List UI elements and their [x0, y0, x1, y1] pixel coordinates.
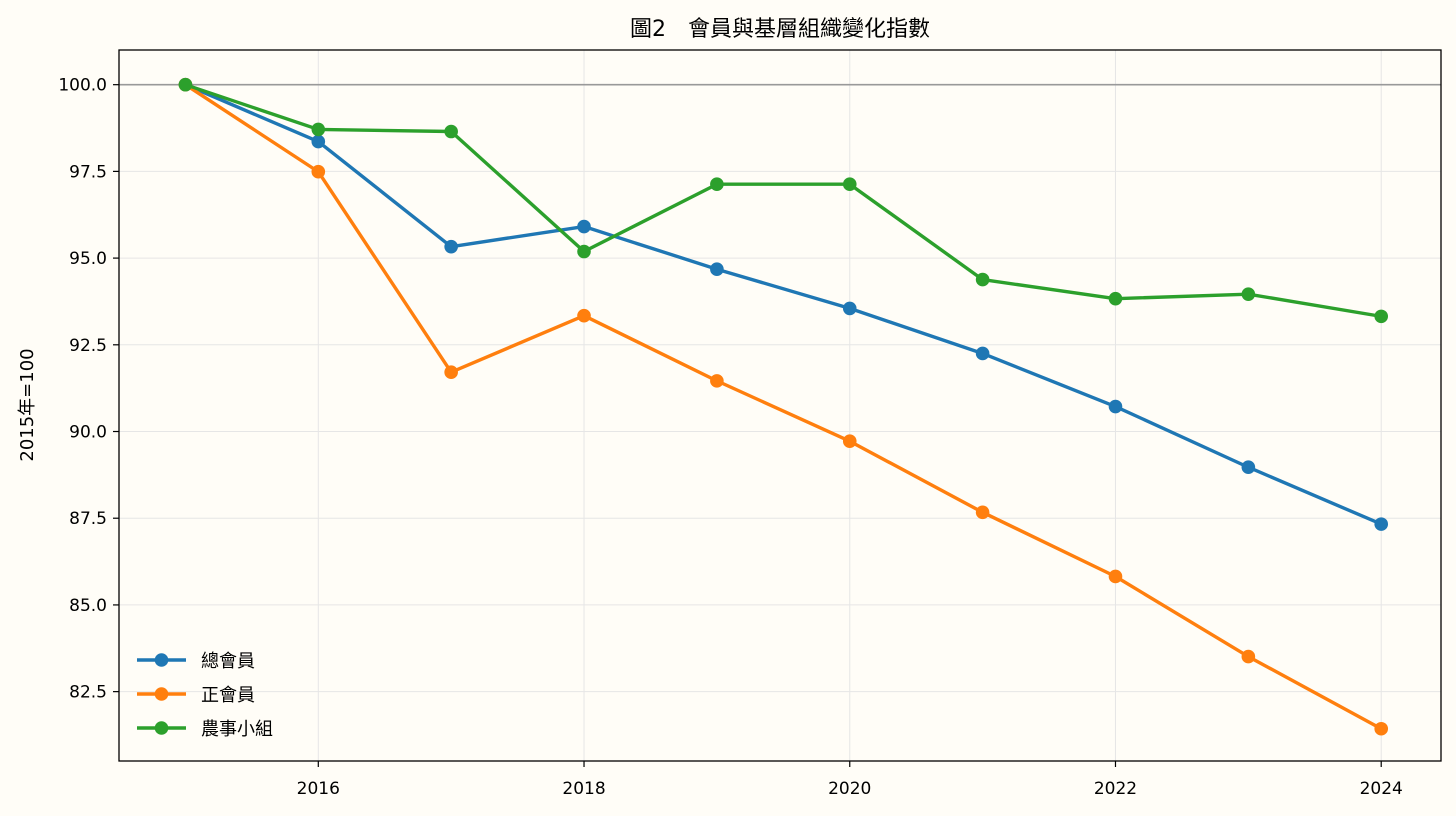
data-point	[975, 272, 990, 287]
chart-title: 圖2 會員與基層組織變化指數	[630, 17, 930, 42]
data-point	[1374, 517, 1389, 531]
plot-frame	[118, 49, 1442, 762]
legend-entry: 農事小組	[137, 719, 273, 740]
y-tick-label: 97.5	[69, 162, 107, 182]
data-point	[842, 434, 857, 449]
data-point	[1108, 291, 1123, 306]
data-point	[1108, 569, 1123, 584]
data-point	[1241, 460, 1256, 475]
legend-label: 正會員	[201, 685, 255, 706]
y-tick-label: 95.0	[69, 249, 107, 269]
data-point	[1108, 399, 1123, 414]
data-point	[311, 164, 326, 179]
x-axis: 2016 2018 2020 2022 2024	[297, 761, 1403, 799]
legend-entry: 正會員	[137, 685, 255, 706]
legend-swatch-marker	[154, 687, 169, 701]
data-point	[444, 239, 458, 254]
legend-swatch-marker	[154, 653, 169, 667]
data-point	[311, 134, 326, 149]
x-tick-label: 2020	[828, 779, 871, 799]
y-axis-label: 2015年=100	[17, 348, 38, 461]
legend-entry: 總會員	[137, 651, 255, 672]
y-tick-label: 92.5	[69, 336, 107, 356]
series-2	[178, 77, 1389, 324]
legend-label: 農事小組	[201, 719, 273, 740]
data-point	[1374, 309, 1389, 324]
legend-swatch-marker	[154, 721, 169, 735]
data-point	[975, 505, 990, 520]
data-point	[710, 374, 724, 388]
data-point	[975, 346, 990, 361]
data-point	[577, 308, 591, 323]
series-line	[184, 83, 1383, 731]
series-line	[184, 83, 1382, 319]
data-point	[577, 244, 591, 259]
data-point	[842, 301, 857, 316]
data-point	[1241, 287, 1256, 301]
data-point	[842, 177, 857, 192]
legend-label: 總會員	[201, 651, 255, 672]
data-point	[178, 77, 193, 92]
x-tick-label: 2024	[1360, 779, 1403, 799]
data-point	[1374, 721, 1389, 736]
y-tick-label: 87.5	[69, 509, 107, 529]
series-0	[178, 77, 1389, 531]
series-line	[184, 83, 1382, 526]
y-tick-label: 90.0	[69, 423, 107, 443]
y-axis: 82.5 85.0 87.5 90.0 92.5 95.0 97.5 100.0	[58, 76, 119, 703]
y-tick-label: 100.0	[58, 76, 107, 96]
x-tick-label: 2016	[297, 779, 340, 799]
data-point	[1241, 649, 1256, 664]
y-tick-label: 82.5	[69, 683, 107, 703]
data-point	[311, 122, 326, 137]
data-point	[444, 365, 458, 380]
series-layer	[178, 77, 1389, 736]
data-point	[710, 262, 724, 276]
data-point	[577, 219, 591, 234]
y-tick-label: 85.0	[69, 596, 107, 616]
x-tick-label: 2018	[562, 779, 605, 799]
data-point	[710, 177, 724, 192]
x-tick-label: 2022	[1094, 779, 1137, 799]
data-point	[444, 124, 458, 139]
